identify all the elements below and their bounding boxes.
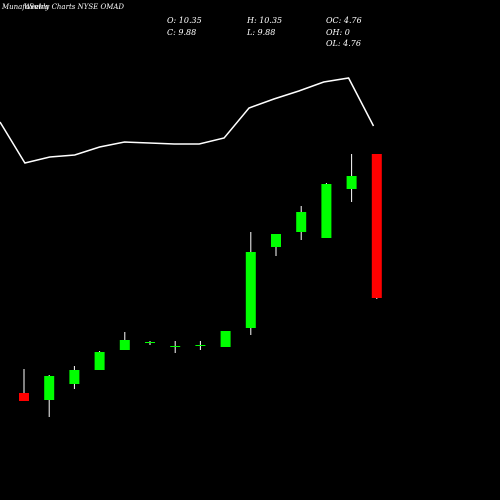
candle-body xyxy=(69,370,80,384)
candle-body xyxy=(170,346,181,347)
line-series-layer xyxy=(0,77,375,164)
stat-ol: OL: 4.76 xyxy=(326,39,361,48)
chart-title: Weekly Charts NYSE OMAD xyxy=(24,3,124,11)
line-series xyxy=(0,77,375,164)
stat-oh: OH: 0 xyxy=(326,28,350,37)
candle-body xyxy=(119,340,130,350)
candle-body xyxy=(245,252,256,328)
candle-body xyxy=(321,184,332,238)
candle-body xyxy=(296,212,307,232)
candle-body xyxy=(371,154,382,298)
brand-overlap: MunafaSutra xyxy=(1,3,49,11)
candle-body xyxy=(44,376,55,400)
stat-close: C: 9.88 xyxy=(167,28,196,37)
candle-body xyxy=(271,234,281,247)
stat-oc: OC: 4.76 xyxy=(326,16,362,25)
candle-body xyxy=(195,345,206,346)
candle-body xyxy=(145,342,155,343)
stat-low: L: 9.88 xyxy=(246,28,275,37)
candle-body xyxy=(346,176,357,189)
candle-body xyxy=(220,331,231,347)
candle-body xyxy=(94,352,105,370)
stat-high: H: 10.35 xyxy=(246,16,282,25)
stat-open: O: 10.35 xyxy=(167,16,202,25)
candles-layer xyxy=(19,154,382,417)
candle-body xyxy=(19,393,29,401)
